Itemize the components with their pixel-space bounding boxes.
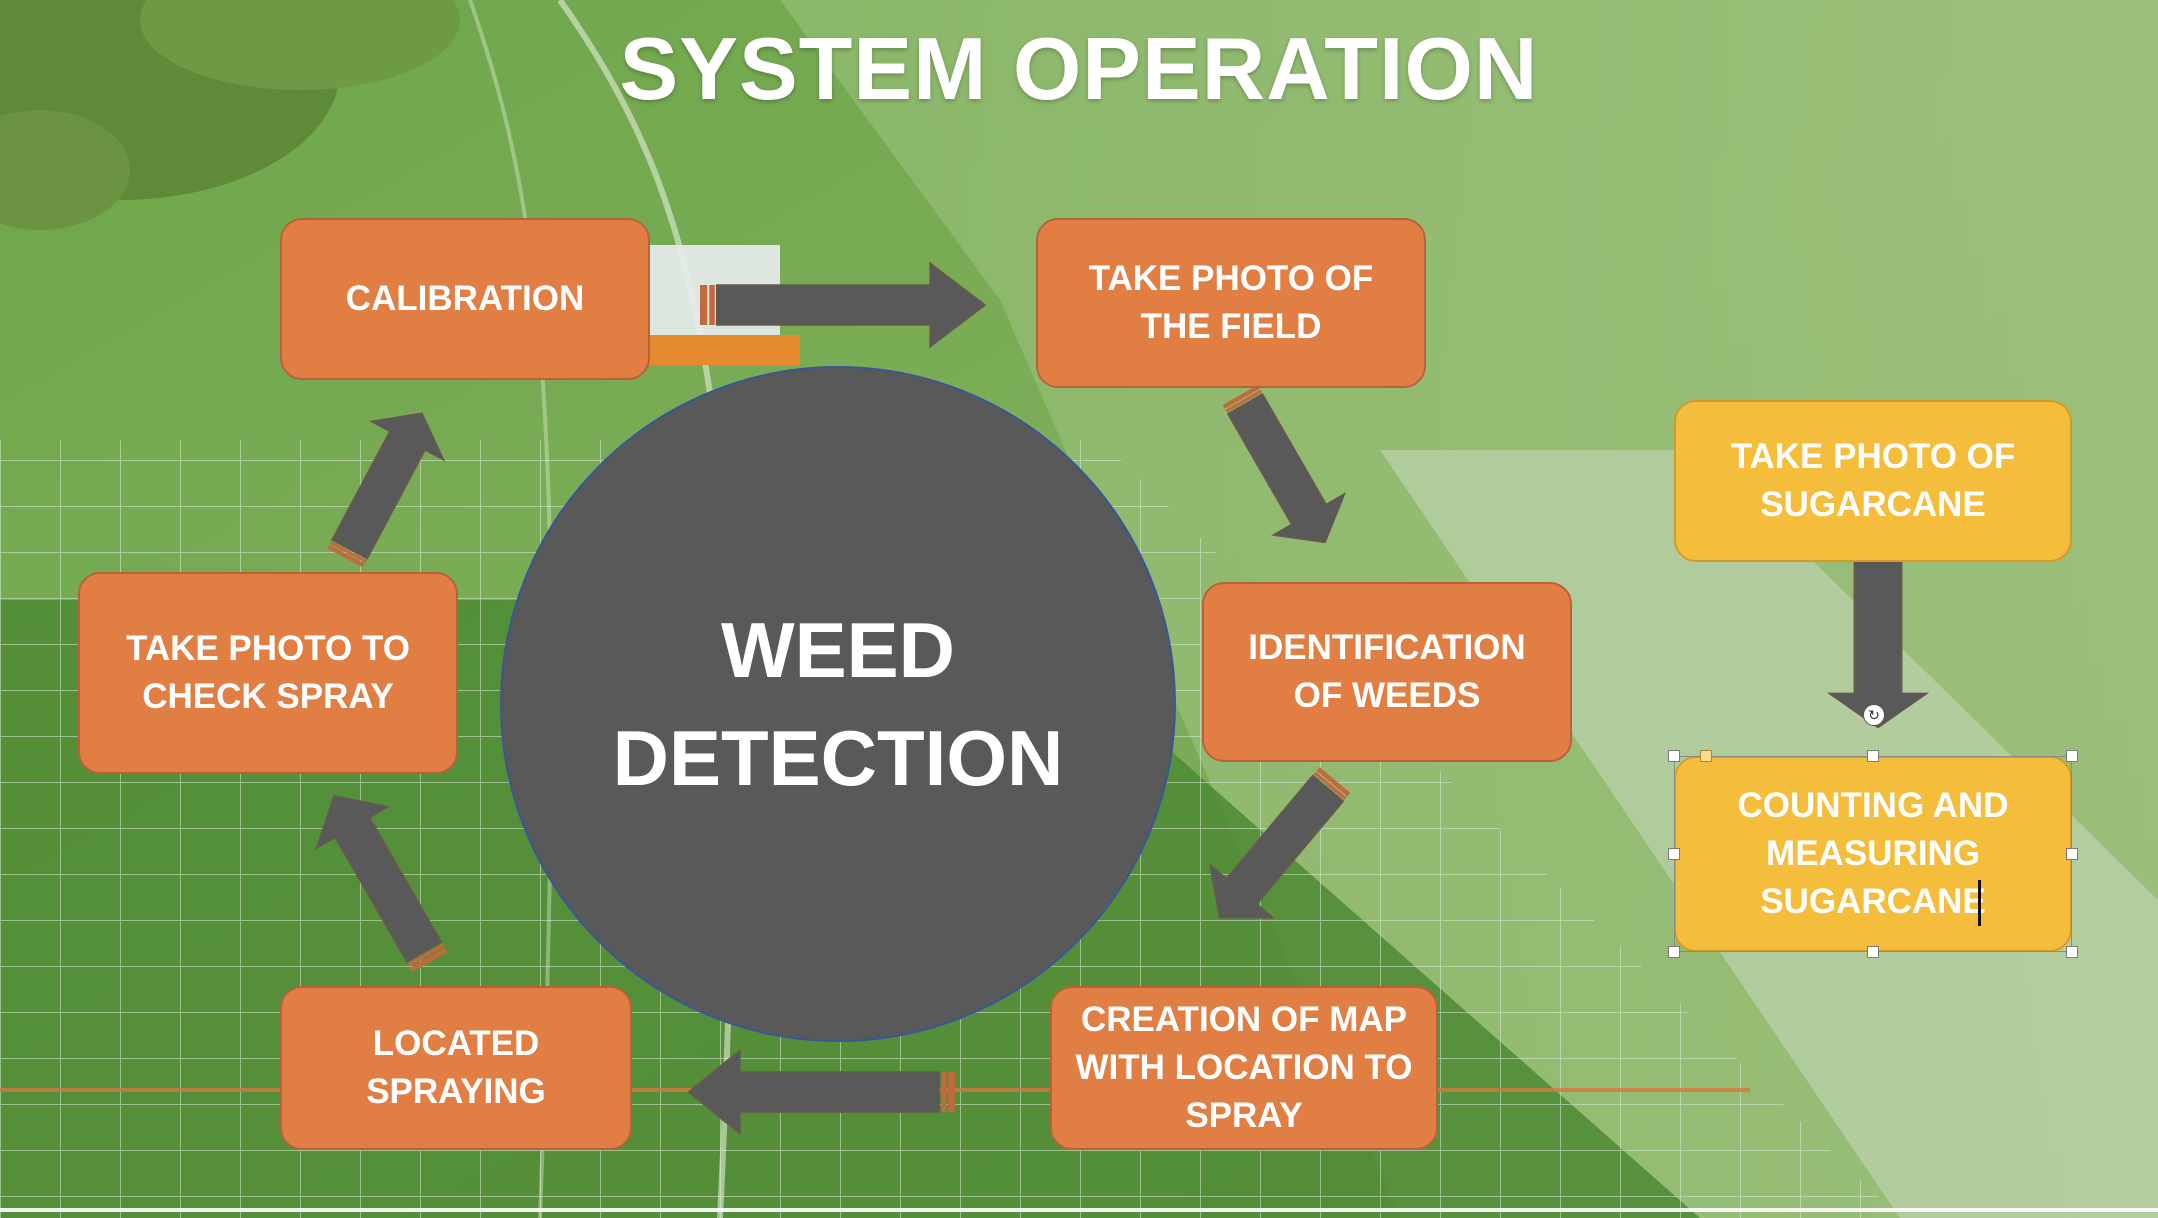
step-calibration[interactable]: CALIBRATION (280, 218, 650, 380)
step-located-spraying[interactable]: LOCATED SPRAYING (280, 986, 632, 1150)
step-identification-weeds[interactable]: IDENTIFICATION OF WEEDS (1202, 582, 1572, 762)
resize-handle-bm[interactable] (1867, 946, 1879, 958)
step-take-photo-check[interactable]: TAKE PHOTO TO CHECK SPRAY (78, 572, 458, 774)
adjust-handle[interactable] (1700, 750, 1712, 762)
resize-handle-mr[interactable] (2066, 848, 2078, 860)
center-line2: DETECTION (612, 714, 1064, 802)
step-take-photo-field[interactable]: TAKE PHOTO OF THE FIELD (1036, 218, 1426, 388)
selection-frame (1674, 756, 2072, 952)
side-counting-measuring[interactable]: COUNTING AND MEASURING SUGARCANE (1674, 756, 2072, 952)
text-caret (1978, 880, 1981, 926)
resize-handle-br[interactable] (2066, 946, 2078, 958)
center-line1: WEED (720, 606, 955, 694)
resize-handle-tr[interactable] (2066, 750, 2078, 762)
side-take-photo-sugarcane[interactable]: TAKE PHOTO OF SUGARCANE (1674, 400, 2072, 562)
resize-handle-bl[interactable] (1668, 946, 1680, 958)
rotate-icon[interactable]: ↻ (1863, 704, 1885, 726)
resize-handle-tm[interactable] (1867, 750, 1879, 762)
step-creation-map[interactable]: CREATION OF MAP WITH LOCATION TO SPRAY (1050, 986, 1438, 1150)
weed-detection-circle: WEED DETECTION (500, 366, 1176, 1042)
resize-handle-ml[interactable] (1668, 848, 1680, 860)
page-title: SYSTEM OPERATION (619, 19, 1539, 118)
resize-handle-tl[interactable] (1668, 750, 1680, 762)
